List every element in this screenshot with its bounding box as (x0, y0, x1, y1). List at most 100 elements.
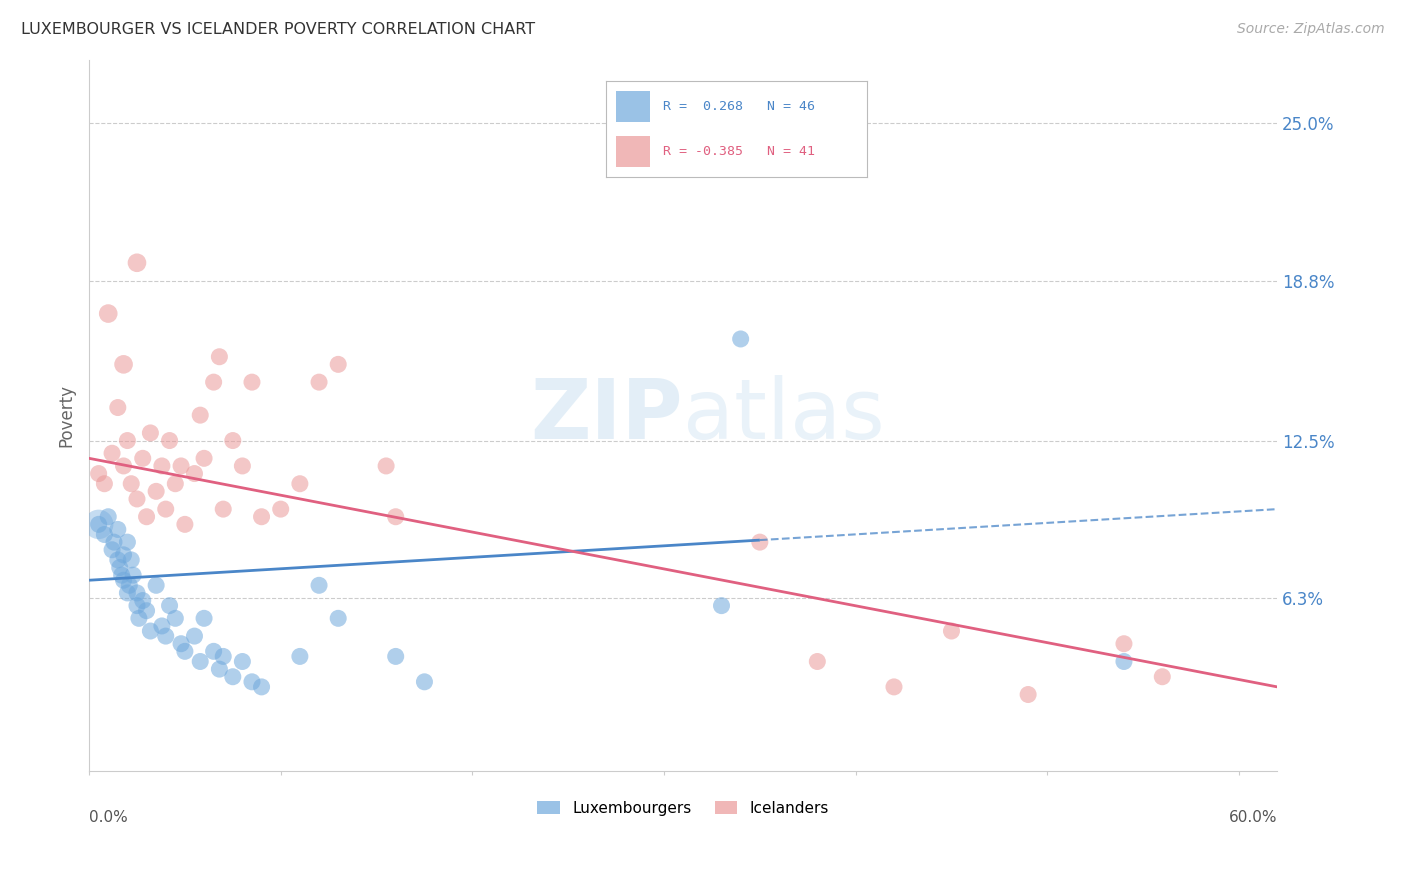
Point (212, 649, 235, 664)
Point (87, 517, 110, 532)
Point (112, 357, 135, 371)
Point (1017, 688, 1039, 702)
Point (128, 611, 150, 625)
Point (118, 578, 141, 592)
Point (222, 434, 245, 448)
Point (117, 434, 139, 448)
Point (101, 446, 124, 460)
Point (384, 509, 406, 524)
Point (108, 560, 131, 574)
Point (117, 535, 139, 549)
Point (135, 604, 157, 618)
Point (240, 375, 263, 389)
Point (125, 256, 148, 270)
Point (806, 655, 828, 669)
Point (328, 611, 350, 625)
Point (135, 509, 157, 524)
Point (748, 535, 770, 549)
Point (288, 476, 311, 491)
Point (208, 662, 231, 676)
Point (145, 578, 167, 592)
Point (87, 467, 110, 481)
Point (87, 517, 110, 532)
Point (117, 586, 139, 600)
Point (193, 451, 215, 466)
Point (150, 619, 173, 633)
Point (1112, 655, 1135, 669)
Point (250, 509, 273, 524)
Y-axis label: Poverty: Poverty (58, 384, 75, 447)
Text: atlas: atlas (683, 375, 884, 456)
Point (112, 458, 135, 473)
Point (413, 674, 436, 689)
Text: ZIP: ZIP (530, 375, 683, 456)
Point (165, 611, 187, 625)
Point (208, 350, 231, 364)
Point (183, 467, 205, 481)
Point (93, 476, 115, 491)
Point (183, 629, 205, 643)
Point (139, 624, 162, 638)
Legend: Luxembourgers, Icelanders: Luxembourgers, Icelanders (530, 793, 837, 823)
Point (240, 674, 263, 689)
Point (101, 542, 124, 557)
Point (150, 458, 173, 473)
Text: LUXEMBOURGER VS ICELANDER POVERTY CORRELATION CHART: LUXEMBOURGER VS ICELANDER POVERTY CORREL… (21, 22, 536, 37)
Point (710, 599, 733, 613)
Point (308, 578, 330, 592)
Point (132, 451, 155, 466)
Point (170, 637, 193, 651)
Point (107, 523, 129, 537)
Point (188, 408, 211, 422)
Point (145, 484, 167, 499)
Point (308, 375, 330, 389)
Point (883, 680, 905, 694)
Point (222, 670, 245, 684)
Point (155, 502, 177, 516)
Point (107, 553, 129, 567)
Point (132, 593, 155, 607)
Point (165, 476, 187, 491)
Point (125, 599, 148, 613)
Point (139, 425, 162, 440)
Point (97, 307, 120, 321)
Text: 60.0%: 60.0% (1229, 810, 1277, 825)
Point (120, 553, 142, 567)
Point (159, 599, 181, 613)
Point (97, 509, 120, 524)
Point (174, 644, 197, 658)
Point (212, 502, 235, 516)
Point (107, 401, 129, 415)
Point (1112, 637, 1135, 651)
Point (193, 611, 215, 625)
Point (125, 586, 148, 600)
Point (328, 357, 350, 371)
Point (112, 548, 135, 562)
Point (270, 502, 292, 516)
Point (155, 629, 177, 643)
Point (188, 655, 211, 669)
Point (202, 375, 225, 389)
Point (125, 491, 148, 506)
Text: 0.0%: 0.0% (89, 810, 128, 825)
Point (1152, 670, 1174, 684)
Point (112, 573, 135, 587)
Point (111, 568, 134, 582)
Point (375, 458, 398, 473)
Point (202, 644, 225, 658)
Point (231, 458, 253, 473)
Point (122, 568, 145, 582)
Point (170, 458, 193, 473)
Point (384, 649, 406, 664)
Point (730, 332, 752, 346)
Point (159, 434, 181, 448)
Point (103, 535, 125, 549)
Point (231, 655, 253, 669)
Point (120, 476, 142, 491)
Text: Source: ZipAtlas.com: Source: ZipAtlas.com (1237, 22, 1385, 37)
Point (941, 624, 963, 638)
Point (174, 517, 197, 532)
Point (93, 527, 115, 541)
Point (288, 649, 311, 664)
Point (250, 680, 273, 694)
